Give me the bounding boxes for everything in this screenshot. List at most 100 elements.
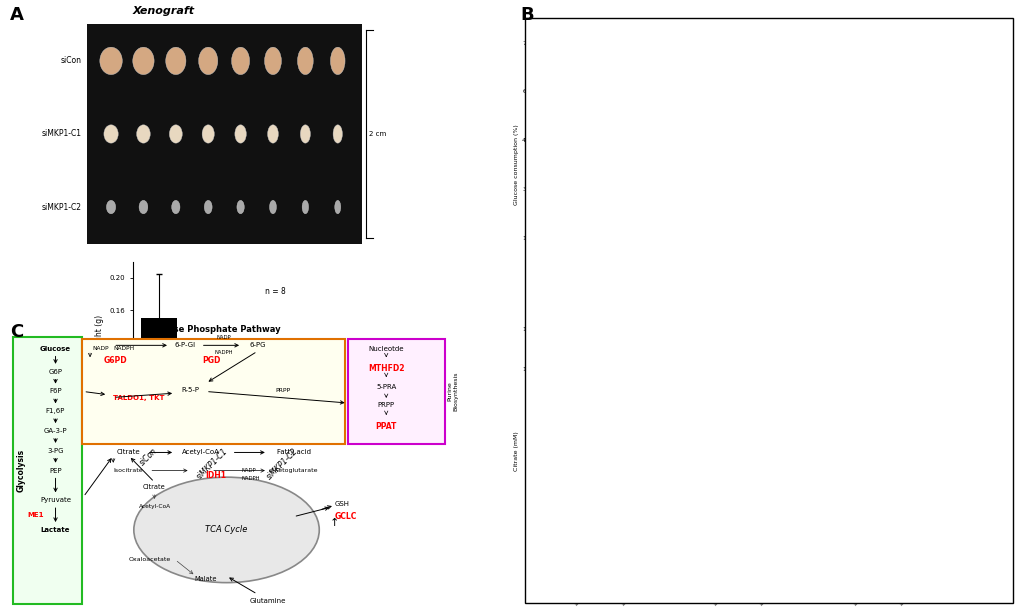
Text: **: ** <box>296 384 304 393</box>
Text: siMKP1-C2: siMKP1-C2 <box>42 203 82 211</box>
Text: α-Ketoglutarate: α-Ketoglutarate <box>268 468 318 473</box>
Bar <box>821 116 844 286</box>
Bar <box>589 228 612 286</box>
Text: *: * <box>645 473 649 482</box>
Text: *: * <box>599 193 602 202</box>
Text: **: ** <box>921 424 929 433</box>
Bar <box>543 390 566 572</box>
Text: Fatty acid: Fatty acid <box>276 449 310 456</box>
Text: C: C <box>10 323 23 341</box>
Bar <box>728 172 751 286</box>
Bar <box>636 241 658 286</box>
Bar <box>636 501 658 572</box>
Text: *: * <box>599 398 602 406</box>
Text: NADPH: NADPH <box>113 346 135 351</box>
Text: **: ** <box>782 515 790 524</box>
Bar <box>867 414 891 572</box>
Text: NADP: NADP <box>216 336 231 340</box>
Y-axis label: G6PD activity (mU/ml): G6PD activity (mU/ml) <box>648 416 653 485</box>
Text: GSH: GSH <box>334 501 350 507</box>
Text: Glutamine: Glutamine <box>250 598 285 604</box>
Title: G6PD: G6PD <box>727 319 752 328</box>
Text: **: ** <box>736 477 743 487</box>
Bar <box>821 370 844 572</box>
Text: Citrate: Citrate <box>117 449 141 456</box>
Text: R-5-P: R-5-P <box>181 387 200 393</box>
Title: Glucose: Glucose <box>582 33 620 42</box>
Text: PRPP: PRPP <box>377 402 394 407</box>
Text: IDH1: IDH1 <box>206 471 226 480</box>
Bar <box>142 318 176 438</box>
Text: G6P: G6P <box>49 368 62 375</box>
Text: **: ** <box>875 385 882 394</box>
Text: *: * <box>923 182 927 191</box>
Text: Glycolysis: Glycolysis <box>17 449 26 492</box>
Bar <box>728 504 751 572</box>
Title: Citrate: Citrate <box>584 319 618 328</box>
Title: Lactate: Lactate <box>721 33 757 42</box>
Text: Pentose Phosphate Pathway: Pentose Phosphate Pathway <box>146 325 280 334</box>
Bar <box>13 337 83 604</box>
Y-axis label: Tumour weight (g): Tumour weight (g) <box>95 315 104 385</box>
Text: Acetyl-CoA: Acetyl-CoA <box>181 449 219 456</box>
Text: Lactate: Lactate <box>41 527 70 533</box>
Text: siMKP1-C1: siMKP1-C1 <box>42 130 82 138</box>
Text: NADP: NADP <box>93 346 109 351</box>
Bar <box>543 143 566 286</box>
Bar <box>682 99 704 286</box>
Bar <box>914 208 936 286</box>
Bar <box>774 197 797 286</box>
Title: NADPH: NADPH <box>862 33 896 42</box>
Text: A: A <box>10 6 24 24</box>
Text: Pyruvate: Pyruvate <box>40 497 71 503</box>
Text: ↑: ↑ <box>330 518 339 529</box>
Text: GA-3-P: GA-3-P <box>44 428 67 434</box>
Text: PPAT: PPAT <box>375 421 396 431</box>
Text: GCLC: GCLC <box>334 512 357 521</box>
Y-axis label: GSH level (%): GSH level (%) <box>788 429 793 473</box>
Text: ME1: ME1 <box>28 512 44 518</box>
Y-axis label: Citrate (mM): Citrate (mM) <box>514 431 519 471</box>
Title: GSH: GSH <box>869 319 889 328</box>
Text: *: * <box>738 142 741 150</box>
Text: 5-PRA: 5-PRA <box>376 384 396 390</box>
Text: 6-PG: 6-PG <box>249 342 265 348</box>
Text: Citrate: Citrate <box>143 484 166 490</box>
Text: TALDO1, TKT: TALDO1, TKT <box>113 395 164 401</box>
Text: siCon: siCon <box>60 57 82 65</box>
Bar <box>212 386 247 438</box>
Text: *: * <box>877 126 880 135</box>
Text: Isocitrate: Isocitrate <box>114 468 144 473</box>
Text: Malate: Malate <box>195 576 217 582</box>
Text: n = 8: n = 8 <box>265 287 285 296</box>
Text: NADPH: NADPH <box>242 476 260 481</box>
Text: 2 cm: 2 cm <box>369 131 386 137</box>
Text: F1,6P: F1,6P <box>46 408 65 414</box>
Bar <box>347 339 445 444</box>
Text: NADPH: NADPH <box>215 350 233 355</box>
Text: NADP: NADP <box>242 468 257 473</box>
Bar <box>774 540 797 572</box>
Text: Xenograft: Xenograft <box>132 6 195 16</box>
Text: 3-PG: 3-PG <box>47 448 64 454</box>
Text: G6PD: G6PD <box>104 356 127 365</box>
Text: **: ** <box>782 169 790 177</box>
Text: F6P: F6P <box>49 389 62 395</box>
Text: PEP: PEP <box>49 468 62 474</box>
Y-axis label: Glucose consumption (%): Glucose consumption (%) <box>514 124 519 205</box>
Bar <box>867 160 891 286</box>
Text: PGD: PGD <box>202 356 220 365</box>
Text: Glucose: Glucose <box>40 346 71 351</box>
Bar <box>282 408 317 438</box>
Bar <box>83 339 344 444</box>
Bar <box>682 385 704 572</box>
Y-axis label: NADPH (nM): NADPH (nM) <box>792 145 797 184</box>
Text: 6-P-Gl: 6-P-Gl <box>174 342 196 348</box>
Text: Oxaloacetate: Oxaloacetate <box>128 557 170 562</box>
Text: TCA Cycle: TCA Cycle <box>205 526 248 535</box>
Text: Purine
Biosynthesis: Purine Biosynthesis <box>447 371 459 411</box>
Bar <box>914 451 936 572</box>
Ellipse shape <box>133 477 319 583</box>
Text: *: * <box>645 203 649 211</box>
Text: Nucleotde: Nucleotde <box>368 346 404 351</box>
